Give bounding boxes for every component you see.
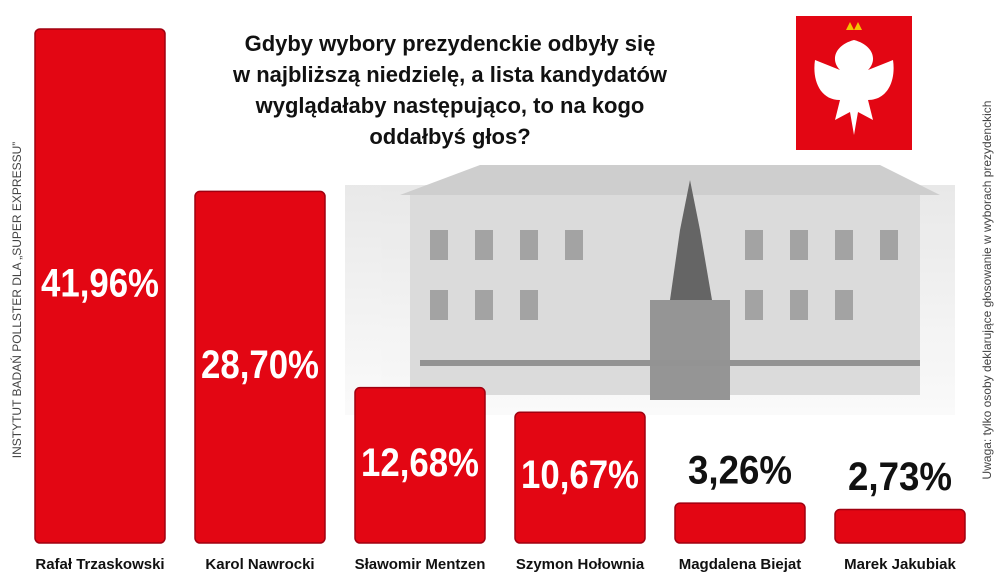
- bar: [194, 190, 326, 544]
- title-line: w najbliższą niedzielę, a lista kandydat…: [232, 62, 668, 87]
- value-label: 2,73%: [848, 455, 952, 499]
- background-photo: [345, 165, 955, 415]
- bar: [514, 411, 646, 544]
- title-line: oddałbyś głos?: [369, 124, 530, 149]
- note: Uwaga: tylko osoby deklarujące głosowani…: [980, 101, 994, 480]
- x-tick-label: Sławomir Mentzen: [355, 556, 486, 573]
- source: INSTYTUT BADAŃ POLLSTER DLA „SUPER EXPRE…: [9, 142, 24, 459]
- bar: [354, 386, 486, 544]
- value-label: 41,96%: [41, 262, 159, 306]
- value-label: 28,70%: [201, 343, 319, 387]
- x-tick-label: Magdalena Biejat: [679, 556, 802, 573]
- bar: [674, 502, 806, 544]
- emblem: [796, 16, 912, 150]
- value-label: 10,67%: [521, 453, 639, 497]
- bar: [34, 28, 166, 544]
- x-tick-label: Marek Jakubiak: [844, 556, 956, 573]
- x-tick-label: Karol Nawrocki: [205, 556, 314, 573]
- title-line: wyglądałaby następująco, to na kogo: [255, 93, 645, 118]
- value-label: 3,26%: [688, 449, 792, 493]
- x-tick-label: Rafał Trzaskowski: [35, 556, 164, 573]
- value-label: 12,68%: [361, 441, 479, 485]
- title-line: Gdyby wybory prezydenckie odbyły się: [245, 31, 656, 56]
- bar: [834, 508, 966, 544]
- x-tick-label: Szymon Hołownia: [516, 556, 645, 573]
- title: Gdyby wybory prezydenckie odbyły się w na…: [232, 31, 668, 149]
